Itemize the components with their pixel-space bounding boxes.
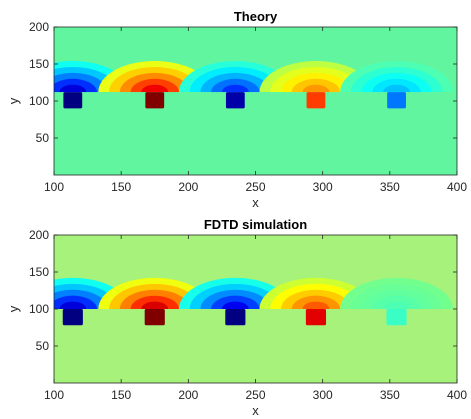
theory-x-tick-label-400: 400 bbox=[447, 180, 467, 194]
fdtd-x-axis-label: x bbox=[252, 403, 259, 418]
fdtd-x-tick-label-300: 300 bbox=[313, 388, 333, 402]
fdtd-y-tick-label-200: 200 bbox=[29, 228, 49, 242]
fdtd-y-axis-label: y bbox=[6, 305, 21, 312]
theory-y-ticks: 50 100 150 200 bbox=[29, 20, 457, 145]
fdtd-x-tick-label-250: 250 bbox=[245, 388, 265, 402]
theory-x-tick-label-200: 200 bbox=[178, 180, 198, 194]
theory-field-lobe-1-ring-4 bbox=[141, 84, 169, 93]
fdtd-x-tick-label-100: 100 bbox=[44, 388, 64, 402]
theory-y-tick-label-100: 100 bbox=[29, 94, 49, 108]
fdtd-x-ticks: 100 150 200 250 300 350 400 bbox=[44, 235, 467, 402]
theory-source-block-0 bbox=[63, 92, 83, 109]
fdtd-field-lobe-1-ring-4 bbox=[141, 301, 169, 309]
fdtd-source-block-0 bbox=[62, 309, 83, 326]
theory-y-tick-label-50: 50 bbox=[36, 131, 50, 145]
fdtd-source-block-1 bbox=[144, 309, 165, 326]
fdtd-x-tick-label-350: 350 bbox=[380, 388, 400, 402]
theory-x-tick-label-100: 100 bbox=[44, 180, 64, 194]
fdtd-source-block-2 bbox=[225, 309, 246, 326]
fdtd-y-ticks: 50 100 150 200 bbox=[29, 228, 457, 353]
fdtd-heatmap-area bbox=[54, 235, 457, 383]
theory-field-lobe-4-ring-4 bbox=[383, 84, 410, 93]
theory-x-axis-label: x bbox=[252, 195, 259, 210]
fdtd-panel: FDTD simulation 100 150 200 250 300 350 400 50… bbox=[6, 217, 467, 418]
theory-x-ticks: 100 150 200 250 300 350 400 bbox=[44, 27, 467, 194]
fdtd-source-block-4 bbox=[386, 309, 407, 326]
fdtd-title: FDTD simulation bbox=[204, 217, 307, 232]
theory-field-lobe-2-ring-4 bbox=[221, 84, 249, 93]
fdtd-x-tick-label-150: 150 bbox=[111, 388, 131, 402]
fdtd-y-tick-label-150: 150 bbox=[29, 265, 49, 279]
fdtd-field-layers bbox=[54, 277, 457, 383]
theory-title: Theory bbox=[234, 9, 278, 24]
fdtd-x-tick-label-400: 400 bbox=[447, 388, 467, 402]
theory-source-block-4 bbox=[387, 92, 406, 109]
theory-source-block-2 bbox=[225, 92, 245, 109]
theory-x-tick-label-250: 250 bbox=[245, 180, 265, 194]
fdtd-field-lobe-0-ring-4 bbox=[59, 301, 87, 309]
theory-x-tick-label-150: 150 bbox=[111, 180, 131, 194]
theory-field-layers bbox=[54, 61, 457, 175]
theory-heatmap-area bbox=[54, 27, 457, 175]
theory-field-lobe-3-ring-4 bbox=[302, 84, 330, 93]
fdtd-x-tick-label-200: 200 bbox=[178, 388, 198, 402]
theory-y-axis-label: y bbox=[6, 97, 21, 104]
theory-field-lobe-0-ring-4 bbox=[59, 84, 87, 93]
theory-x-tick-label-350: 350 bbox=[380, 180, 400, 194]
fdtd-field-lobe-2-ring-4 bbox=[221, 301, 249, 309]
theory-y-tick-label-200: 200 bbox=[29, 20, 49, 34]
fdtd-y-tick-label-100: 100 bbox=[29, 302, 49, 316]
theory-source-block-3 bbox=[306, 92, 326, 109]
fdtd-y-tick-label-50: 50 bbox=[36, 339, 50, 353]
fdtd-source-block-3 bbox=[305, 309, 327, 326]
theory-panel: Theory 100 150 200 250 300 350 400 50 100 150 200… bbox=[6, 9, 467, 210]
theory-source-block-1 bbox=[145, 92, 165, 109]
theory-x-tick-label-300: 300 bbox=[313, 180, 333, 194]
theory-y-tick-label-150: 150 bbox=[29, 57, 49, 71]
fdtd-field-lobe-4-ring-4 bbox=[383, 301, 410, 309]
fdtd-field-lobe-3-ring-4 bbox=[302, 301, 330, 309]
